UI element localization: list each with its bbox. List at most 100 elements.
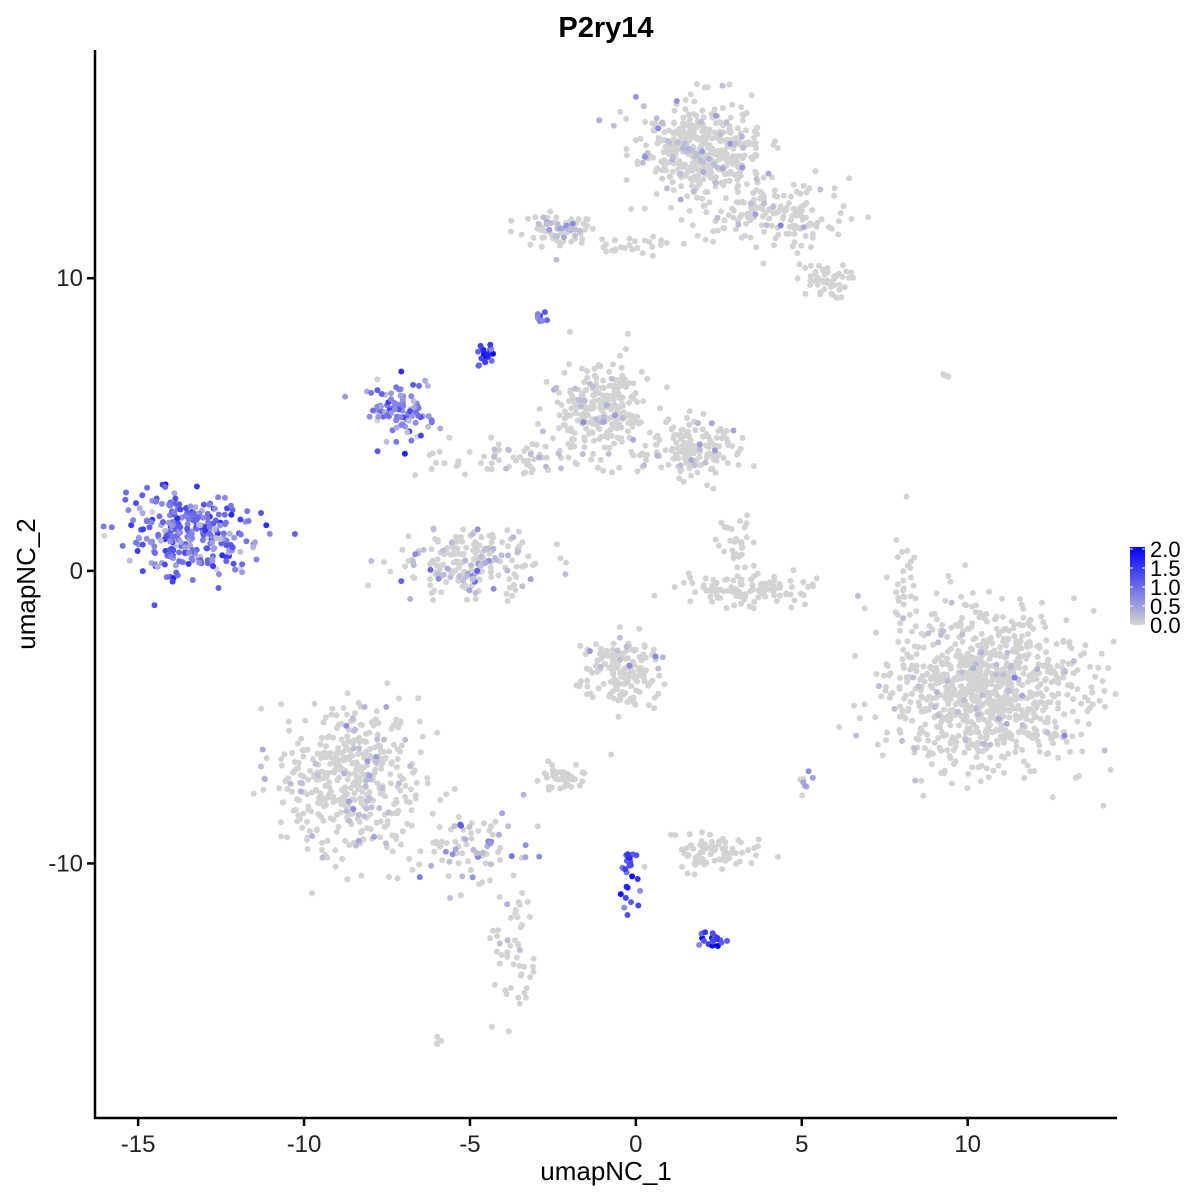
cell-point: [939, 661, 946, 668]
cell-point: [969, 603, 976, 610]
y-axis-label: umapNC_2: [11, 518, 41, 650]
cell-point: [1081, 650, 1088, 657]
cell-point: [1033, 714, 1040, 721]
cell-point: [908, 654, 915, 661]
cell-point: [1036, 748, 1043, 755]
cell-point: [743, 110, 750, 116]
cell-point: [204, 510, 211, 517]
x-tick-label: 5: [795, 1131, 808, 1158]
cell-point: [1021, 758, 1027, 765]
cell-point: [488, 861, 494, 868]
cell-point: [971, 671, 978, 678]
cell-point: [143, 535, 150, 542]
cell-point: [496, 894, 503, 900]
cell-point: [634, 468, 641, 475]
cell-point: [527, 451, 534, 458]
cell-point: [557, 555, 564, 562]
cell-point: [1014, 705, 1021, 712]
cell-point: [788, 604, 795, 611]
cell-point: [789, 243, 796, 250]
cell-point: [1045, 668, 1052, 675]
cell-point: [699, 128, 706, 135]
cell-point: [400, 776, 407, 782]
cell-point: [935, 712, 941, 718]
cell-point: [843, 268, 850, 275]
cell-point: [433, 840, 440, 847]
cell-point: [659, 119, 666, 126]
cell-point: [444, 544, 451, 551]
legend-label: 1.0: [1150, 575, 1181, 600]
cell-point: [333, 829, 340, 835]
cell-point: [536, 853, 543, 860]
cell-point: [690, 111, 697, 117]
cell-point: [341, 757, 348, 764]
cell-point: [904, 638, 911, 645]
cell-point: [319, 854, 326, 861]
cell-point: [766, 215, 773, 222]
cell-point: [796, 261, 803, 268]
cell-point: [373, 819, 380, 826]
cell-point: [565, 440, 572, 447]
cell-point: [211, 505, 218, 512]
cell-point: [737, 172, 744, 179]
cell-point: [622, 894, 629, 901]
cell-point: [610, 695, 617, 702]
cell-point: [597, 456, 604, 463]
cell-point: [969, 590, 976, 596]
cell-point: [952, 641, 959, 648]
cell-point: [900, 585, 907, 592]
cell-point: [412, 419, 419, 426]
cell-point: [878, 693, 885, 700]
cell-point: [709, 930, 716, 937]
cell-point: [751, 598, 758, 605]
cell-point: [353, 759, 360, 766]
cell-point: [460, 577, 467, 584]
cell-point: [477, 460, 484, 466]
x-tick-label: 0: [629, 1131, 642, 1158]
cell-point: [578, 678, 584, 685]
cell-point: [412, 795, 419, 802]
cell-point: [939, 621, 946, 628]
cell-point: [600, 377, 606, 384]
cell-point: [669, 153, 676, 160]
cell-point: [600, 419, 607, 425]
cell-point: [783, 591, 790, 598]
cell-point: [912, 623, 919, 630]
cell-point: [706, 126, 713, 133]
cell-point: [590, 392, 596, 398]
cell-point: [596, 117, 603, 124]
cell-point: [408, 807, 415, 814]
cell-point: [721, 217, 728, 224]
cell-point: [515, 899, 522, 906]
cell-point: [281, 751, 288, 758]
cell-point: [327, 815, 334, 822]
cell-point: [543, 221, 550, 228]
cell-point: [510, 534, 517, 541]
cell-point: [496, 960, 503, 967]
cell-point: [1000, 627, 1007, 634]
cell-point: [384, 818, 391, 825]
cell-point: [674, 139, 681, 146]
cell-point: [609, 651, 616, 658]
cell-point: [630, 452, 637, 459]
cell-point: [1023, 716, 1030, 723]
cell-point: [608, 751, 615, 758]
cell-point: [277, 819, 284, 826]
cell-point: [678, 183, 684, 190]
cell-point: [701, 202, 708, 209]
cell-point: [335, 774, 342, 781]
cell-point: [687, 91, 694, 98]
cell-point: [626, 242, 633, 249]
cell-point: [300, 810, 307, 817]
cell-point: [314, 772, 321, 779]
cell-point: [472, 590, 479, 596]
cell-point: [520, 791, 527, 798]
cell-point: [490, 545, 497, 552]
cell-point: [762, 209, 769, 216]
cell-point: [686, 433, 693, 440]
cell-point: [840, 203, 847, 210]
cell-point: [366, 795, 373, 801]
cell-point: [733, 586, 739, 593]
cell-point: [1009, 648, 1016, 655]
cell-point: [367, 746, 373, 752]
